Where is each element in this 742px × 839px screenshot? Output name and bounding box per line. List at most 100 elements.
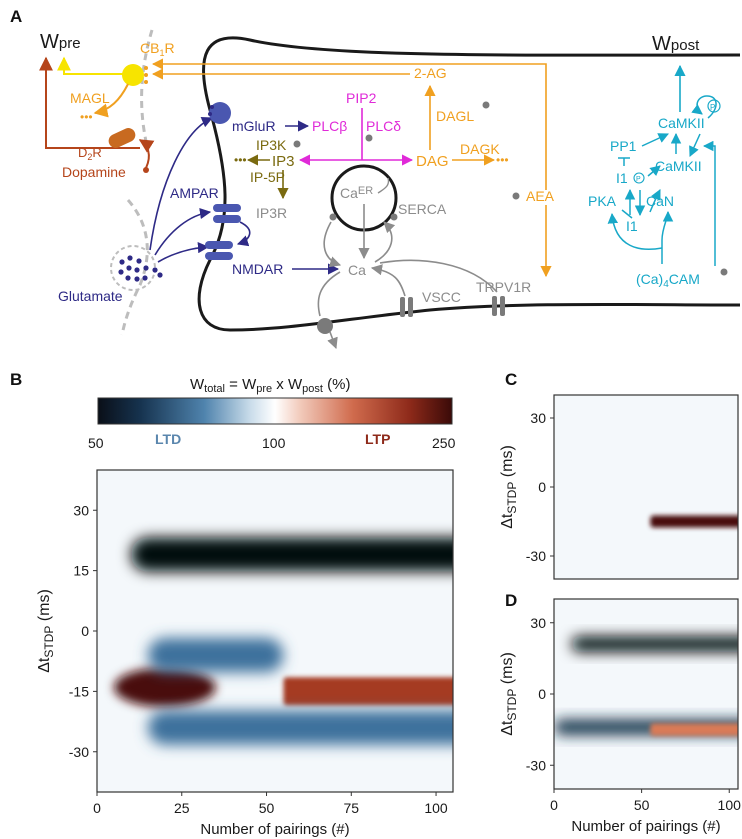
vscc-label: VSCC [422, 289, 461, 305]
pip2-label: PIP2 [346, 90, 377, 106]
panel-label-c: C [505, 370, 517, 389]
ip3k-label: IP3K [256, 137, 287, 153]
x-tick-label: 50 [634, 797, 650, 813]
magl-arrow [93, 83, 129, 118]
heatmap-band-ltd-0 [571, 636, 738, 652]
heatmap-band-ltd-4 [147, 638, 284, 673]
svg-text:P: P [710, 103, 715, 112]
heatmap-background [554, 395, 738, 579]
aea-to-cb1r-arrow [151, 58, 547, 190]
heatmap-band-ltp-2 [283, 677, 453, 706]
trpv1r-label: TRPV1R [476, 279, 531, 295]
two-ag-label: 2-AG [414, 65, 447, 81]
dag-label: DAG [416, 153, 449, 170]
ca-er-label: CaER [340, 185, 373, 201]
y-axis-label: ΔtSTDP (ms) [499, 652, 519, 736]
nmdar-label: NMDAR [232, 261, 283, 277]
ltd-label: LTD [155, 431, 181, 447]
heatmap-d: 30 0 -30 0 50 100 Number of pairings (#) ΔtSTDP… [499, 598, 742, 835]
presynaptic-membrane [120, 29, 154, 336]
panel-label-a: A [10, 7, 22, 26]
x-tick-label: 25 [174, 800, 190, 816]
panel-d: D 30 0 -30 0 50 100 Number of pairings (#) ΔtST… [499, 591, 742, 835]
colorbar-title: Wtotal = Wpre x Wpost (%) [190, 376, 350, 395]
plcd-label: PLCδ [366, 118, 401, 134]
d2r-receptor [108, 128, 136, 148]
y-tick-label: -30 [526, 757, 546, 773]
nmdar-receptor [205, 241, 233, 249]
colorbar-tick-max: 250 [432, 435, 456, 451]
y-tick-label: 15 [73, 563, 89, 579]
dagk-label: DAGK [460, 141, 500, 157]
heatmap-b: 30 15 0 -15 -30 0 25 50 75 100 Number of pairings … [36, 469, 454, 838]
i1-label: I1 [626, 218, 638, 234]
panel-label-d: D [505, 591, 517, 610]
ip3-label: IP3 [272, 153, 295, 170]
cam-label: (Ca)4CAM [636, 271, 700, 290]
dopamine-label: Dopamine [62, 164, 126, 180]
y-axis-label: ΔtSTDP (ms) [499, 445, 519, 529]
y-tick-label: 0 [538, 479, 546, 495]
ip3r-label: IP3R [256, 205, 287, 221]
can-label: CaN [646, 193, 674, 209]
camkii-mid-label: CaMKII [655, 158, 702, 174]
pp1-label: PP1 [610, 138, 637, 154]
heatmap-band-ltd-3 [147, 710, 453, 745]
y-tick-label: -30 [69, 744, 89, 760]
w-pre-label: Wpre [40, 31, 81, 53]
ip5p-label: IP-5P [250, 169, 285, 185]
y-tick-label: 30 [530, 615, 546, 631]
d2r-label: D2R [78, 145, 102, 162]
heatmap-band-ltp-2 [650, 723, 738, 736]
cb1r-label: CB1R [140, 40, 175, 58]
svg-text:•••: ••• [496, 153, 509, 167]
plcb-label: PLCβ [312, 118, 347, 134]
y-tick-label: -15 [69, 683, 89, 699]
x-axis-label: Number of pairings (#) [571, 818, 720, 835]
panel-label-b: B [10, 370, 22, 389]
serca-label: SERCA [398, 201, 447, 217]
heatmap-band-ltp-1 [113, 667, 216, 708]
panel-b: B Wtotal = Wpre x Wpost (%) 50 100 250 L… [10, 370, 456, 838]
heatmap-band-ltp-0 [650, 515, 738, 528]
colorbar [97, 397, 453, 425]
y-axis-label: ΔtSTDP (ms) [36, 589, 56, 673]
cb1r-receptor [122, 64, 144, 86]
y-tick-label: 0 [538, 686, 546, 702]
panel-c: C 30 0 -30 ΔtSTDP (ms) [499, 370, 739, 580]
y-tick-label: 0 [81, 623, 89, 639]
i1p-label: I1 [616, 170, 628, 186]
panel-a: A Wpre CB1R MAGL ••• D2R Dopamine Glut [10, 7, 741, 350]
x-axis-label: Number of pairings (#) [200, 821, 349, 838]
trpv1r-channel [492, 296, 497, 316]
aea-label: AEA [526, 188, 555, 204]
ca-pump [317, 318, 333, 334]
y-tick-label: 30 [530, 410, 546, 426]
pka-label: PKA [588, 193, 617, 209]
w-post-label: Wpost [652, 33, 700, 55]
vscc-channel [400, 297, 405, 317]
cb1r-to-wpre-arrow [57, 56, 125, 75]
svg-text:P: P [636, 176, 641, 183]
magl-label: MAGL [70, 90, 110, 106]
heatmap-band-ltd-0 [130, 537, 453, 572]
svg-text:•••: ••• [234, 153, 247, 167]
x-tick-label: 75 [343, 800, 359, 816]
x-tick-label: 50 [259, 800, 275, 816]
ca-label: Ca [348, 262, 366, 278]
x-tick-label: 100 [718, 797, 742, 813]
x-tick-label: 0 [550, 797, 558, 813]
camkii-top-label: CaMKII [658, 115, 705, 131]
heatmap-c: 30 0 -30 ΔtSTDP (ms) [499, 394, 739, 580]
dopamine-to-wpre-arrow [39, 56, 140, 149]
glutamate-label: Glutamate [58, 288, 123, 304]
x-tick-label: 0 [93, 800, 101, 816]
heatmap-background [554, 599, 738, 789]
mglur-receptor [209, 102, 231, 124]
postsynaptic-membrane [197, 36, 741, 332]
ltp-label: LTP [365, 431, 390, 447]
y-tick-label: 30 [73, 502, 89, 518]
colorbar-tick-min: 50 [88, 435, 104, 451]
ampar-receptor [213, 204, 241, 212]
